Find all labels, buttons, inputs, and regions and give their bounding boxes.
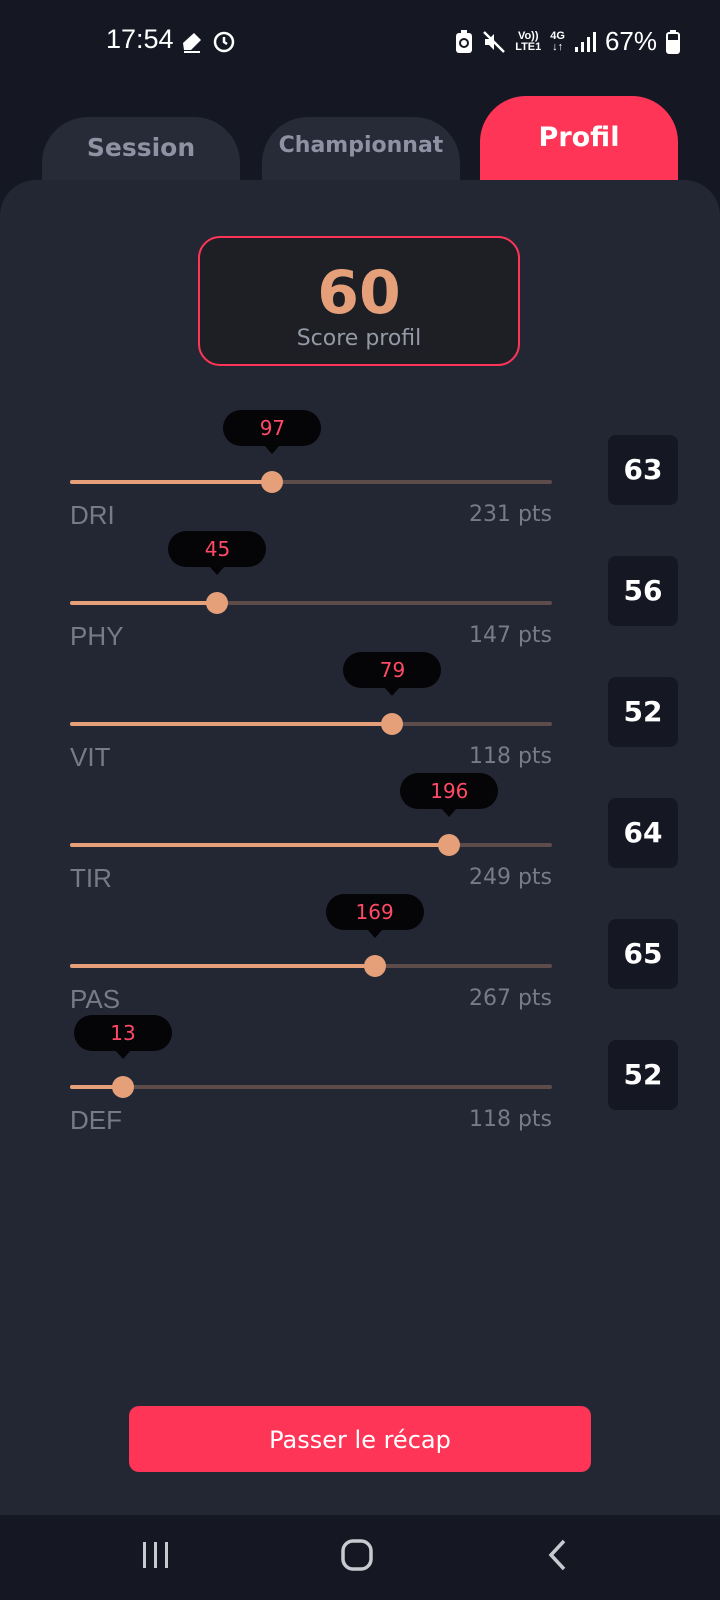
stat-points: 118 pts <box>468 744 552 769</box>
stat-row-def: 13 DEF 118 pts 52 <box>0 1015 720 1135</box>
stat-slider-thumb[interactable] <box>112 1076 135 1098</box>
stat-slider-track[interactable] <box>70 471 552 493</box>
stat-slider-thumb[interactable] <box>381 713 404 735</box>
stat-value-bubble: 13 <box>74 1015 173 1059</box>
stat-name: PAS <box>70 984 121 1014</box>
stat-value-bubble: 79 <box>343 652 442 696</box>
stat-value-bubble: 169 <box>325 894 424 938</box>
stat-points: 147 pts <box>468 623 552 648</box>
stat-slider-track[interactable] <box>70 713 552 735</box>
score-card: 60 Score profil <box>198 236 520 366</box>
battery-saver-icon <box>455 29 473 54</box>
score-value: 60 <box>317 258 401 328</box>
stat-rating: 56 <box>608 556 678 626</box>
score-label: Score profil <box>296 326 422 351</box>
lte-text: LTE1 <box>515 40 542 53</box>
stat-rating: 52 <box>608 1040 678 1110</box>
data-arrows-icon: ↓↑ <box>552 40 564 53</box>
stat-name: DEF <box>70 1105 122 1135</box>
data-indicator: 4G ↓↑ <box>550 29 565 53</box>
stat-slider-fill <box>70 1085 124 1089</box>
recent-apps-icon <box>140 1540 172 1574</box>
stat-slider-thumb[interactable] <box>438 834 461 856</box>
stat-rating: 65 <box>608 919 678 989</box>
alarm-clock-icon <box>212 30 236 54</box>
back-icon <box>546 1538 570 1576</box>
stat-row-dri: 97 DRI 231 pts 63 <box>0 410 720 530</box>
volte-text: Vo)) <box>517 29 539 42</box>
recent-apps-button[interactable] <box>126 1537 186 1577</box>
stat-rating: 63 <box>608 435 678 505</box>
stat-slider-fill <box>70 722 393 726</box>
status-bar: 17:54 Vo)) LTE1 4G ↓↑ <box>0 0 720 88</box>
profile-panel <box>0 180 720 1515</box>
stat-slider-fill <box>70 480 273 484</box>
stat-value-bubble: 196 <box>400 773 499 817</box>
stat-points: 118 pts <box>468 1107 552 1132</box>
stat-row-pas: 169 PAS 267 pts 65 <box>0 894 720 1014</box>
battery-percentage: 67% <box>604 26 657 56</box>
data-type-text: 4G <box>550 29 565 42</box>
stat-points: 267 pts <box>468 986 552 1011</box>
status-time: 17:54 <box>106 24 174 54</box>
stat-value-bubble: 97 <box>223 410 322 454</box>
stat-slider-fill <box>70 843 450 847</box>
stat-value-bubble: 45 <box>168 531 267 575</box>
status-left-icons <box>180 30 236 54</box>
skip-recap-button[interactable]: Passer le récap <box>129 1406 591 1472</box>
battery-icon <box>666 29 680 54</box>
stat-slider-thumb[interactable] <box>206 592 229 614</box>
stat-name: PHY <box>70 621 124 651</box>
stat-slider-track[interactable] <box>70 955 552 977</box>
tab-profil[interactable]: Profil <box>480 96 678 180</box>
stat-rating: 64 <box>608 798 678 868</box>
stat-slider-thumb[interactable] <box>261 471 284 493</box>
tab-championnat[interactable]: Championnat <box>262 117 460 187</box>
stat-row-phy: 45 PHY 147 pts 56 <box>0 531 720 651</box>
eraser-icon <box>180 30 204 54</box>
stat-slider-thumb[interactable] <box>363 955 386 977</box>
stat-slider-fill <box>70 601 218 605</box>
tab-session[interactable]: Session <box>42 117 240 187</box>
status-right: Vo)) LTE1 4G ↓↑ 67% <box>455 26 680 57</box>
stat-slider-track[interactable] <box>70 834 552 856</box>
stat-slider-track[interactable] <box>70 1076 552 1098</box>
home-button[interactable] <box>327 1537 387 1577</box>
back-button[interactable] <box>528 1537 588 1577</box>
stat-points: 249 pts <box>468 865 552 890</box>
stat-name: TIR <box>70 863 112 893</box>
stat-name: VIT <box>70 742 111 772</box>
stat-row-vit: 79 VIT 118 pts 52 <box>0 652 720 772</box>
stat-rating: 52 <box>608 677 678 747</box>
stat-slider-track[interactable] <box>70 592 552 614</box>
stat-points: 231 pts <box>468 502 552 527</box>
stat-slider-fill <box>70 964 375 968</box>
mute-icon <box>482 30 506 54</box>
volte-indicator: Vo)) LTE1 <box>515 29 542 53</box>
stat-row-tir: 196 TIR 249 pts 64 <box>0 773 720 893</box>
system-nav-bar <box>0 1515 720 1600</box>
stat-name: DRI <box>70 500 115 530</box>
home-icon <box>340 1538 374 1576</box>
signal-icon <box>574 31 596 53</box>
